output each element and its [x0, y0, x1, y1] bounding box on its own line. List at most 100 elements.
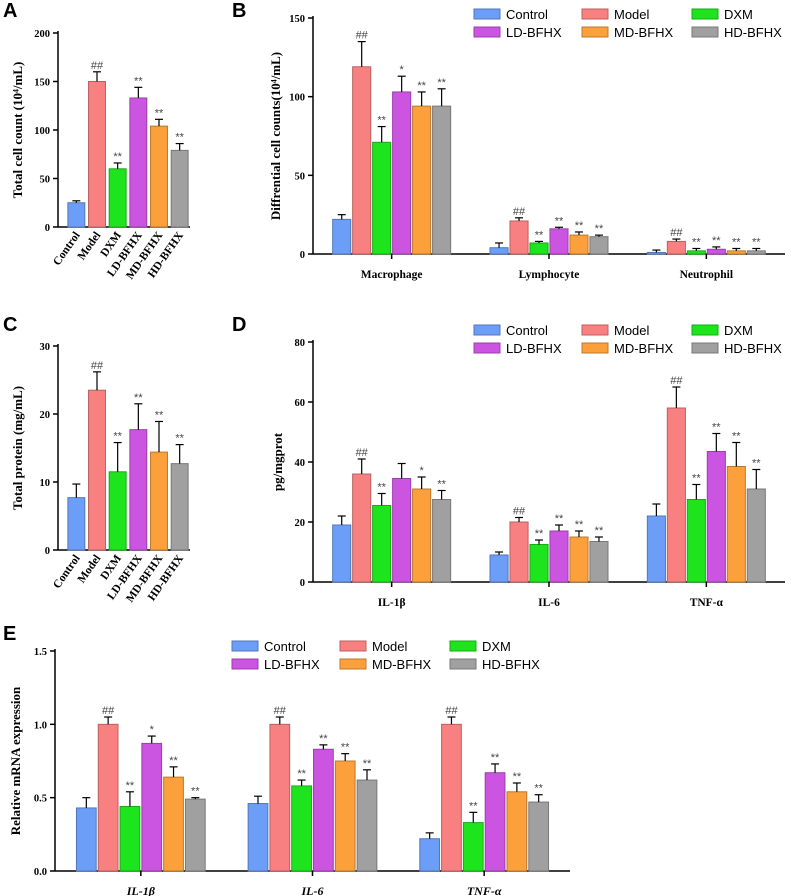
significance-tnf-model: ##: [445, 705, 458, 717]
bar-il-1-ld-bfhx: [392, 478, 412, 583]
bar-control: [67, 497, 86, 551]
bar-il-6-hd-bfhx: [356, 779, 378, 872]
legend-swatch-md-bfhx: [581, 26, 609, 38]
panel-a: A 0 50 100 150 200 Total cell count (10⁴/mL) Co…: [3, 0, 190, 282]
bar-dxm: [108, 471, 127, 551]
bar-model: [88, 389, 106, 551]
bar-il-6-control: [489, 554, 509, 583]
bar-macrophage-ld-bfhx: [392, 91, 412, 255]
bar-il-6-hd-bfhx: [589, 541, 609, 583]
significance-il-6-dxm: **: [297, 768, 306, 780]
x-tick-label-il-1: IL-1β: [126, 884, 156, 896]
bar-model: [88, 81, 106, 228]
legend-swatch-dxm: [449, 640, 477, 652]
significance-il-6-dxm: **: [535, 528, 544, 540]
y-tick-label: 0: [45, 223, 50, 234]
bar-hd-bfhx: [170, 149, 189, 228]
legend-swatch-hd-bfhx: [691, 342, 719, 354]
y-axis-label: Diffrential cell counts(10⁴/mL): [268, 52, 283, 220]
bar-il-1-dxm: [119, 805, 141, 872]
x-tick-label-lymphocyte: Lymphocyte: [519, 269, 580, 281]
legend-label-dxm: DXM: [724, 7, 753, 22]
bar-il-1-dxm: [372, 505, 392, 583]
legend-label-md-bfhx: MD-BFHX: [372, 657, 432, 672]
bar-hd-bfhx: [170, 463, 189, 551]
bar-neutrophil-md-bfhx: [726, 250, 746, 255]
y-tick-label: 30: [40, 342, 51, 353]
bar-il-1-hd-bfhx: [184, 798, 206, 872]
bar-macrophage-md-bfhx: [412, 105, 432, 255]
legend-swatch-model: [581, 324, 609, 336]
significance-il-6-hd-bfhx: **: [363, 758, 372, 770]
y-tick-label: 150: [289, 14, 305, 25]
y-tick-label: 50: [295, 171, 306, 182]
bar-tnf-hd-bfhx: [746, 488, 766, 583]
bar-il-1-control: [75, 807, 97, 872]
bar-neutrophil-model: [666, 240, 686, 255]
legend-swatch-hd-bfhx: [449, 658, 477, 670]
significance-tnf-md-bfhx: **: [513, 771, 522, 783]
significance-il-1-dxm: **: [126, 780, 135, 792]
bar-macrophage-control: [332, 218, 352, 255]
significance-lymphocyte-hd-bfhx: **: [595, 223, 604, 235]
legend-label-dxm: DXM: [724, 323, 753, 338]
legend-label-md-bfhx: MD-BFHX: [614, 25, 674, 40]
bar-tnf-md-bfhx: [506, 791, 528, 872]
legend-label-model: Model: [372, 639, 408, 654]
x-tick-label-tnf: TNF-α: [467, 884, 502, 896]
x-tick-label-il-6: IL-6: [301, 884, 324, 896]
significance-neutrophil-ld-bfhx: **: [712, 235, 721, 247]
significance-ld-bfhx: **: [134, 392, 143, 404]
significance-hd-bfhx: **: [175, 433, 184, 445]
significance-il-6-model: ##: [513, 506, 526, 518]
bar-lymphocyte-control: [489, 247, 509, 255]
significance-neutrophil-md-bfhx: **: [732, 236, 741, 248]
x-tick-label-tnf: TNF-α: [690, 597, 724, 609]
significance-il-1-ld-bfhx: *: [150, 724, 155, 736]
bar-tnf-model: [441, 723, 462, 872]
bar-il-1-md-bfhx: [163, 776, 184, 872]
legend-label-ld-bfhx: LD-BFHX: [506, 25, 562, 40]
y-tick-label: 150: [34, 78, 50, 89]
significance-tnf-model: ##: [670, 375, 683, 387]
significance-tnf-hd-bfhx: **: [752, 458, 761, 470]
bar-control: [67, 202, 86, 228]
significance-neutrophil-model: ##: [670, 227, 683, 239]
legend-label-control: Control: [264, 639, 306, 654]
significance-il-6-md-bfhx: **: [341, 742, 350, 754]
significance-il-6-hd-bfhx: **: [595, 525, 604, 537]
significance-macrophage-model: ##: [356, 30, 369, 42]
significance-il-6-model: ##: [274, 705, 287, 717]
y-tick-label: 0.0: [34, 867, 47, 878]
significance-il-1-model: ##: [356, 447, 369, 459]
bar-macrophage-model: [352, 66, 372, 255]
legend-label-hd-bfhx: HD-BFHX: [724, 25, 782, 40]
bar-tnf-hd-bfhx: [528, 801, 550, 872]
x-tick-label-control: Control: [51, 230, 83, 268]
panel-label: B: [232, 0, 246, 22]
bar-tnf-ld-bfhx: [484, 772, 506, 872]
panel-label: C: [3, 314, 17, 336]
bar-macrophage-hd-bfhx: [432, 105, 452, 255]
legend-label-control: Control: [506, 323, 548, 338]
bar-il-6-ld-bfhx: [313, 748, 334, 872]
significance-macrophage-md-bfhx: **: [417, 80, 426, 92]
legend-label-ld-bfhx: LD-BFHX: [264, 657, 320, 672]
bar-macrophage-dxm: [372, 141, 392, 255]
significance-macrophage-ld-bfhx: *: [400, 64, 405, 76]
legend-swatch-ld-bfhx: [473, 342, 501, 354]
legend-swatch-model: [581, 8, 609, 20]
x-tick-label-neutrophil: Neutrophil: [680, 269, 733, 281]
y-tick-label: 40: [295, 458, 306, 469]
bar-tnf-dxm: [462, 822, 484, 872]
legend-swatch-model: [339, 640, 367, 652]
legend-label-model: Model: [614, 7, 650, 22]
y-axis-label: Total cell count (10⁴/mL): [10, 62, 25, 199]
bar-lymphocyte-dxm: [529, 242, 549, 255]
panel-b: B 0 50 100 150 Diffrential cell counts(10⁴/mL…: [232, 0, 785, 281]
x-tick-label-il-1: IL-1β: [378, 597, 406, 609]
y-axis-label: pg/mgprot: [270, 432, 285, 491]
panel-label: D: [232, 314, 246, 336]
significance-il-1-md-bfhx: *: [419, 465, 424, 477]
legend-swatch-ld-bfhx: [231, 658, 259, 670]
